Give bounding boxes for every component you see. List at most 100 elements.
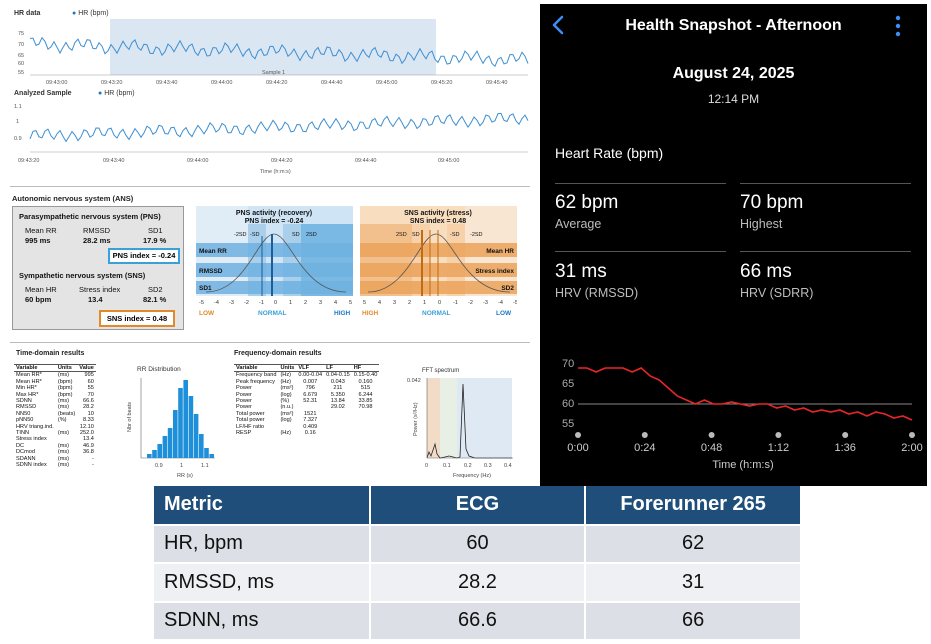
forerunner-cell: 31 [585,563,802,603]
header-forerunner: Forerunner 265 [585,486,802,526]
header-ecg: ECG [369,486,587,526]
table-cell: (ms²) [280,410,294,417]
freq-domain-title: Frequency-domain results [234,350,322,357]
rr-bar [193,414,199,458]
fft-xlabel: Frequency (Hz) [453,473,491,479]
table-cell: 29.02 [330,404,345,411]
pns-title: Parasympathetic nervous system (PNS) [19,212,161,221]
pns-index-box: PNS index = -0.24 [108,248,180,264]
table-cell: 28.2 [83,404,94,411]
table-cell: 0.409 [303,423,318,430]
sns-header: SD2 [148,285,163,294]
rr-bar [173,410,178,458]
axis-tick: -2 [468,300,473,306]
table-cell: 0.160 [358,378,373,385]
table-cell: (ms) [57,462,70,469]
axis-tick: 3 [393,300,396,306]
divider [555,251,726,252]
stat-rmssd-value: 31 ms [555,261,607,282]
more-options-icon[interactable] [893,14,903,38]
axis-tick: -1 [259,300,264,306]
table-cell: 5.350 [330,391,345,398]
ans-title: Autonomic nervous system (ANS) [12,194,134,203]
column-header: Units [55,364,78,373]
fft-xtick: 0.1 [443,463,451,469]
column-header: Variable [14,364,56,373]
table-row: SDNN, ms 66.6 66 [154,601,802,641]
rr-bar [152,450,157,458]
table-cell [324,430,352,436]
x-tick-dot [842,432,849,438]
pns-value: 995 ms [25,236,51,245]
divider [740,183,911,184]
table-row: Power (n.u.) 29.02 70.98 [234,404,379,410]
sns-low-label: LOW [496,310,512,317]
table-cell: 6.244 [358,391,373,398]
pns-header: Mean RR [25,226,57,235]
table-row: TINN (ms) 252.0 [14,430,96,436]
axis-tick: 5 [363,300,366,306]
rr-xtick: 1.1 [201,463,209,469]
axis-tick: -3 [229,300,234,306]
sns-row-label: SD2 [501,285,514,292]
time-domain-table: Variable Units Value Mean RR* (ms) 995 Mean HR… [14,364,96,469]
x-tick-dot [775,432,782,438]
table-row: Min HR* (bpm) 55 [14,385,96,391]
rr-bar [188,396,194,458]
phone-ytick: 70 [562,358,574,370]
an-ytick: 0.9 [14,136,22,142]
axis-tick: 5 [349,300,352,306]
hr-data-title: HR data [14,10,41,17]
table-cell: Power [236,385,252,392]
table-cell: (bpm) [57,385,73,392]
rr-dist-ylabel: Nbr of beats [127,402,133,432]
stat-sdrr-label: HRV (SDRR) [740,286,814,300]
table-cell: (Hz) [280,372,291,379]
axis-tick: 3 [319,300,322,306]
phone-xtick: 1:36 [834,442,855,454]
phone-xtick: 0:48 [701,442,722,454]
rr-dist-title: RR Distribution [137,366,181,373]
freq-domain-header-row: Variable Units VLF LF HF [234,364,380,373]
table-row: Power (ms²) 796 211 515 [234,385,379,391]
fft-xtick: 0.3 [484,463,492,469]
phone-xtick: 1:12 [768,442,789,454]
table-cell: (Hz) [280,430,291,437]
snapshot-time: 12:14 PM [707,92,760,106]
hr-ytick: 65 [18,53,24,59]
table-cell: Mean RR* [16,372,42,379]
fft-ylabel: Power (s²/Hz) [413,402,419,436]
table-cell: 60 [87,378,94,385]
sns-sd-label: -2SD [470,232,483,238]
an-xtick: 09:44:20 [271,158,292,164]
sns-value: 82.1 % [143,295,167,304]
stat-sdrr-value: 66 ms [740,261,792,282]
metric-cell: HR, bpm [154,524,371,564]
an-xtick: 09:44:00 [187,158,208,164]
pns-sd-label: -SD [250,232,260,238]
back-chevron-icon[interactable] [550,14,566,36]
pns-normal-label: NORMAL [258,310,287,317]
ecg-cell: 66.6 [369,601,587,641]
axis-tick: 4 [334,300,337,306]
table-cell: (ms) [57,449,70,456]
table-cell: DCmod [16,449,35,456]
table-cell: 66.6 [83,398,94,405]
pns-header: RMSSD [83,226,111,235]
table-cell: (%) [57,417,67,424]
rr-xtick: 0.9 [155,463,163,469]
table-cell: Max HR* [16,391,39,398]
table-row: NN50 (beats) 10 [14,411,96,417]
phone-xtick: 2:00 [901,442,922,454]
table-cell: (%) [280,398,290,405]
analyzed-series [29,112,529,143]
pns-row-label: SD1 [199,285,212,292]
table-cell: Power [236,391,252,398]
stat-rmssd-label: HRV (RMSSD) [555,286,639,300]
sns-high-label: HIGH [362,310,379,317]
table-cell [352,430,380,436]
table-row: DC (ms) 46.9 [14,443,96,449]
table-cell: LF/HF ratio [236,423,264,430]
pns-row-label: RMSSD [199,268,223,275]
hr-xtick: 09:43:40 [156,80,177,86]
